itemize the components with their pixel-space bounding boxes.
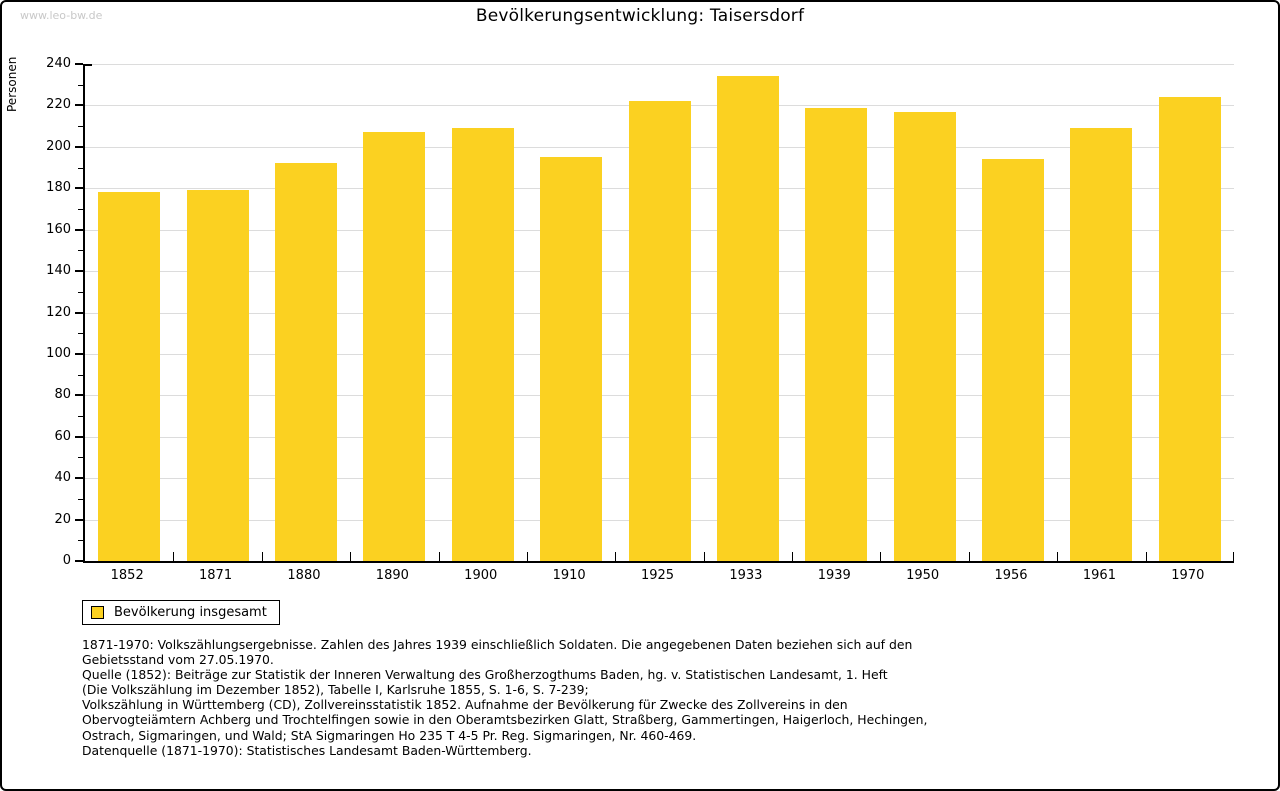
y-axis-minor-tick [78, 84, 83, 86]
y-axis-label-40: 40 [54, 470, 71, 486]
y-axis-label-60: 60 [54, 428, 71, 444]
y-axis-minor-tick [78, 167, 83, 169]
y-axis-tick-40 [75, 477, 83, 480]
source-note-line: Quelle (1852): Beiträge zur Statistik de… [82, 667, 888, 683]
x-axis-label-1933: 1933 [729, 568, 763, 583]
datasource-note: Datenquelle (1871-1970): Statistisches L… [82, 743, 532, 758]
y-axis-tick-60 [75, 435, 83, 438]
y-axis-tick-220 [75, 104, 83, 107]
y-axis-minor-tick [78, 333, 83, 335]
y-axis-minor-tick [78, 250, 83, 252]
bar-1900 [451, 128, 514, 561]
y-axis-tick-180 [75, 187, 83, 190]
y-axis-label-0: 0 [62, 553, 71, 568]
y-axis-label-160: 160 [46, 221, 71, 237]
source-note-line: Volkszählung in Württemberg (CD), Zollve… [82, 697, 848, 713]
bar-1890 [363, 132, 426, 561]
x-axis-label-1925: 1925 [640, 568, 675, 583]
y-axis-endcap [83, 64, 92, 66]
y-axis-minor-tick [78, 498, 83, 500]
x-axis-tick [1233, 552, 1234, 561]
y-axis-tick-160 [75, 228, 83, 231]
y-axis-minor-tick [78, 416, 83, 418]
legend-label: Bevölkerung insgesamt [114, 605, 267, 620]
x-axis-label-1852: 1852 [110, 568, 144, 583]
legend-swatch [91, 606, 104, 619]
y-axis-label-220: 220 [46, 97, 71, 113]
x-axis-tick [526, 552, 528, 561]
x-axis-label-1956: 1956 [994, 568, 1028, 583]
x-axis-tick [438, 552, 440, 561]
x-axis-label-1871: 1871 [199, 568, 233, 583]
y-axis-minor-tick [78, 208, 83, 210]
bar-1880 [274, 163, 337, 561]
x-axis-label-1900: 1900 [464, 568, 498, 583]
y-axis-tick-120 [75, 311, 83, 314]
x-axis-label-1950: 1950 [906, 568, 940, 583]
y-axis-minor-tick [78, 126, 83, 128]
x-axis-tick [880, 552, 882, 561]
y-axis-label-180: 180 [46, 180, 71, 196]
y-axis-minor-tick [78, 374, 83, 376]
source-note-line: 1871-1970: Volkszählungsergebnisse. Zahl… [82, 637, 913, 652]
source-note-line: (Die Volkszählung im Dezember 1852), Tab… [82, 682, 589, 698]
y-axis-tick-100 [75, 352, 83, 355]
x-axis-label-1880: 1880 [287, 568, 321, 583]
bar-1871 [186, 190, 249, 561]
y-axis-label-80: 80 [54, 387, 71, 403]
y-axis-tick-200 [75, 145, 83, 148]
source-note-line: Gebietsstand vom 27.05.1970. [82, 652, 274, 668]
y-axis-label-120: 120 [46, 304, 71, 320]
y-axis-tick-0 [75, 560, 83, 562]
source-note-line: Obervogteiämtern Achberg und Trochtelfin… [82, 712, 928, 728]
page-title: Bevölkerungsentwicklung: Taisersdorf [475, 6, 805, 26]
y-axis-tick-140 [75, 270, 83, 273]
x-axis-tick [1145, 552, 1147, 561]
bar-1910 [540, 157, 603, 561]
x-axis-label-1961: 1961 [1082, 568, 1116, 583]
gridline-240 [85, 64, 1234, 65]
x-axis-tick [173, 552, 175, 561]
y-axis-label-140: 140 [46, 263, 71, 279]
y-axis-tick-80 [75, 394, 83, 397]
x-axis-tick [350, 552, 352, 561]
x-axis-label-1970: 1970 [1171, 568, 1205, 583]
y-axis-label-240: 240 [46, 56, 71, 71]
y-axis-label-20: 20 [54, 511, 71, 527]
bar-1956 [982, 159, 1045, 561]
legend: Bevölkerung insgesamt [82, 600, 280, 625]
bar-1950 [893, 111, 956, 561]
y-axis-tick-240 [75, 63, 83, 65]
y-axis-minor-tick [78, 540, 83, 542]
bar-1970 [1158, 97, 1221, 561]
watermark: www.leo-bw.de [20, 9, 103, 22]
x-axis-tick [968, 552, 970, 561]
plot-area [83, 64, 1234, 563]
y-axis-label-100: 100 [46, 345, 71, 361]
bar-1939 [805, 107, 868, 561]
x-axis-tick [703, 552, 705, 561]
bar-1925 [628, 101, 691, 561]
x-axis-tick [261, 552, 263, 561]
bar-1852 [98, 192, 161, 561]
y-axis-label-200: 200 [46, 138, 71, 154]
bar-1933 [716, 76, 779, 561]
y-axis-tick-20 [75, 518, 83, 521]
x-axis-tick [792, 552, 794, 561]
source-note-line: Ostrach, Sigmaringen, und Wald; StA Sigm… [82, 727, 697, 743]
x-axis-label-1890: 1890 [375, 568, 409, 583]
y-axis-minor-tick [78, 457, 83, 459]
y-axis-title: Personen [5, 56, 19, 112]
source-notes: 1871-1970: Volkszählungsergebnisse. Zahl… [82, 637, 927, 743]
x-axis-label-1939: 1939 [817, 568, 851, 583]
x-axis-label-1910: 1910 [552, 568, 586, 583]
y-axis-minor-tick [78, 291, 83, 293]
x-axis-tick [615, 552, 617, 561]
bar-1961 [1070, 128, 1133, 561]
x-axis-tick [1057, 552, 1059, 561]
